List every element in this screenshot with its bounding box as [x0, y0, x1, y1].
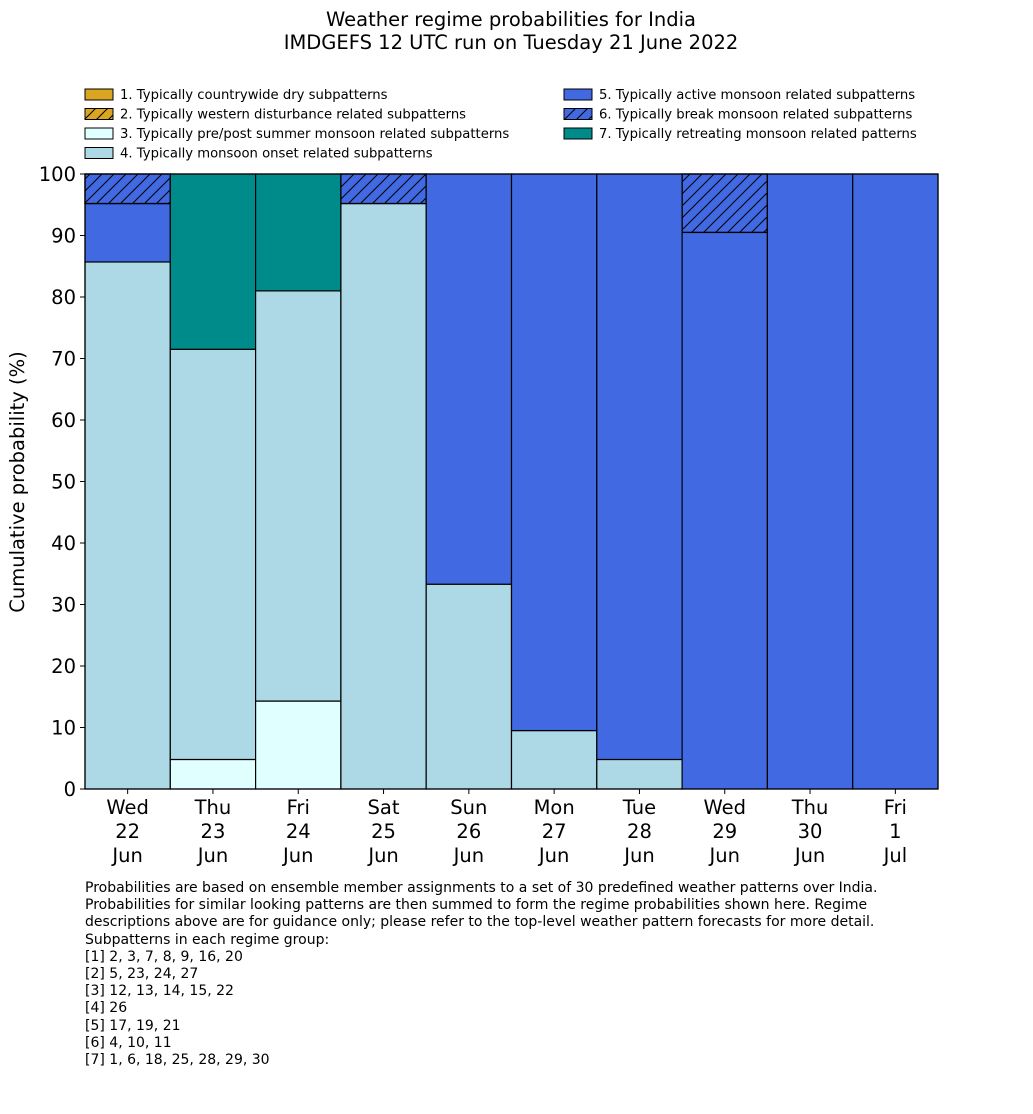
y-tick-label: 10 [51, 717, 76, 740]
y-axis-label: Cumulative probability (%) [6, 351, 29, 612]
footnote-line: Probabilities for similar looking patter… [85, 897, 868, 914]
chart-title: Weather regime probabilities for India [326, 8, 696, 31]
bar-segment [510, 173, 598, 732]
legend-label: 6. Typically break monsoon related subpa… [599, 108, 913, 123]
legend-swatch [84, 147, 114, 159]
footnote-line: [4] 26 [85, 1000, 128, 1017]
x-tick-label: Sat 25 Jun [366, 796, 400, 867]
x-tick-label: Thu 30 Jun [791, 796, 829, 867]
footnote-line: [7] 1, 6, 18, 25, 28, 29, 30 [85, 1052, 270, 1069]
y-tick-label: 0 [64, 778, 76, 801]
bar-segment [255, 173, 342, 292]
legend-swatch-hatch [85, 108, 113, 120]
legend-label: 5. Typically active monsoon related subp… [599, 88, 915, 103]
footnote-line: [3] 12, 13, 14, 15, 22 [85, 983, 234, 1000]
bar-segment [425, 173, 513, 585]
bar-segment [84, 261, 171, 790]
bar-segment [84, 202, 171, 263]
bar-segment [169, 758, 257, 790]
x-tick-label: Fri 24 Jun [281, 796, 313, 867]
x-tick-label: Wed 22 Jun [106, 796, 149, 867]
y-tick-label: 60 [51, 409, 76, 432]
legend-swatch [563, 88, 593, 101]
y-tick-label: 90 [51, 225, 76, 248]
bar-segment [169, 348, 257, 761]
legend-swatch [84, 127, 114, 140]
x-tick-label: Sun 26 Jun [450, 796, 487, 867]
bar-segment-hatch [84, 173, 171, 205]
chart-subtitle: IMDGEFS 12 UTC run on Tuesday 21 June 20… [284, 31, 739, 54]
y-tick-label: 80 [51, 286, 76, 309]
x-tick-label: Tue 28 Jun [622, 796, 656, 867]
bars [84, 173, 939, 790]
x-tick-label: Fri 1 Jul [882, 796, 908, 867]
footnote-line: [2] 5, 23, 24, 27 [85, 966, 199, 983]
legend-swatch-hatch [564, 108, 592, 120]
regime-probability-chart: Weather regime probabilities for India I… [6, 8, 939, 867]
bar-segment [340, 202, 427, 790]
y-tick-label: 70 [51, 348, 76, 371]
y-tick-label: 100 [39, 163, 76, 186]
legend-label: 3. Typically pre/post summer monsoon rel… [120, 127, 509, 142]
legend-label: 2. Typically western disturbance related… [120, 108, 466, 123]
bar-segment [255, 290, 342, 702]
y-tick-label: 40 [51, 532, 76, 555]
x-tick-label: Wed 29 Jun [703, 796, 746, 867]
bar-segment [596, 173, 683, 761]
bar-segment [766, 173, 854, 790]
footnote-line: [1] 2, 3, 7, 8, 9, 16, 20 [85, 948, 243, 965]
footnote-line: Subpatterns in each regime group: [85, 931, 330, 948]
x-tick-label: Thu 23 Jun [194, 796, 232, 867]
y-tick-label: 50 [51, 471, 76, 494]
bar-segment [681, 231, 768, 790]
bar-segment [596, 758, 683, 790]
bar-segment [169, 173, 257, 350]
bar-segment [852, 173, 939, 790]
legend-label: 1. Typically countrywide dry subpatterns [120, 88, 388, 103]
footnote-line: [5] 17, 19, 21 [85, 1017, 181, 1034]
y-tick-label: 20 [51, 655, 76, 678]
footnote-line: Probabilities are based on ensemble memb… [85, 880, 878, 896]
legend-swatch [84, 88, 114, 101]
bar-segment [425, 583, 513, 790]
footnote-line: [6] 4, 10, 11 [85, 1034, 172, 1051]
bar-segment-hatch [340, 173, 427, 205]
y-tick-label: 30 [51, 594, 76, 617]
bar-segment [255, 700, 342, 790]
bar-segment [510, 729, 598, 790]
footnote-line: descriptions above are for guidance only… [85, 914, 875, 931]
axes: 0 10 20 30 40 50 60 70 80 90 100 Wed 22 Jun Thu 23 Jun Fr… [39, 163, 939, 867]
bar-segment-hatch [681, 173, 768, 234]
legend-label: 4. Typically monsoon onset related subpa… [120, 147, 433, 162]
legend-label: 7. Typically retreating monsoon related … [599, 127, 917, 142]
legend: 1. Typically countrywide dry subpatterns… [84, 88, 917, 162]
legend-swatch [563, 127, 593, 140]
x-tick-label: Mon 27 Jun [534, 796, 575, 867]
footnote: Probabilities are based on ensemble memb… [85, 880, 985, 1069]
